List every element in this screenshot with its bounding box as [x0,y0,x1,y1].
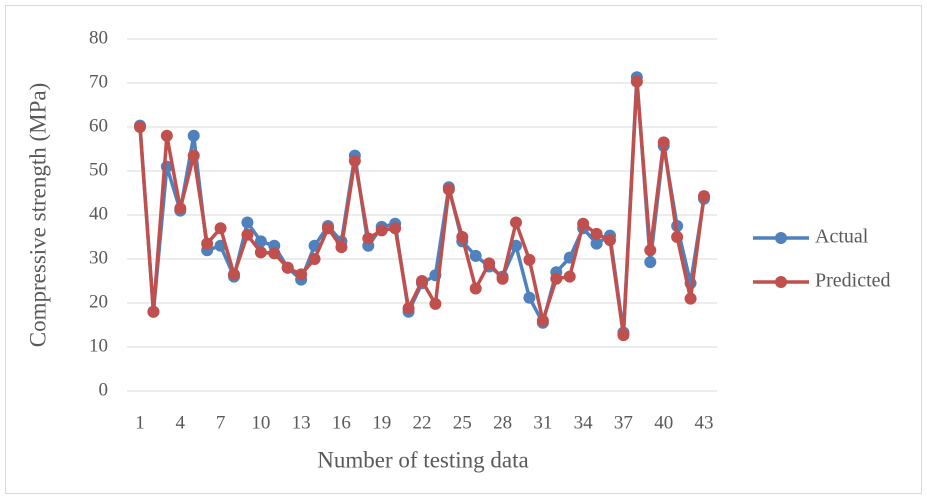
x-tick-label: 1 [135,412,145,433]
data-point [147,305,160,318]
data-point [698,190,710,203]
data-point [536,314,549,327]
x-tick-label: 31 [533,412,552,433]
x-tick-label: 40 [654,412,673,433]
data-point [348,154,361,167]
data-point [228,268,240,281]
data-point [416,275,428,287]
x-tick-label: 16 [332,412,351,433]
data-point [644,244,657,257]
y-tick-label: 70 [89,71,108,92]
x-tick-label: 25 [453,412,472,433]
x-tick-label: 13 [292,412,311,433]
x-axis-label: Number of testing data [317,447,528,472]
legend-marker [775,232,787,244]
data-point [160,129,173,142]
y-tick-label: 60 [89,115,108,136]
y-axis-label: Compressive strength (MPa) [25,83,50,347]
data-point [684,292,697,305]
y-tick-label: 80 [89,27,108,48]
data-point [630,75,643,88]
data-point [429,297,442,310]
data-point [563,270,576,283]
data-point [187,149,200,162]
data-point [523,253,536,266]
data-point [322,222,334,235]
data-point [214,222,227,235]
data-point [375,224,388,237]
data-point [335,241,348,254]
data-point [254,235,267,248]
y-tick-label: 30 [89,247,108,268]
legend-marker [775,276,787,288]
x-tick-label: 7 [216,412,226,433]
data-point [134,121,146,133]
x-tick-label: 28 [493,412,512,433]
data-point [174,202,187,215]
data-point [671,231,684,243]
data-point [402,302,415,315]
data-point [456,231,469,243]
data-point [389,222,402,235]
y-tick-label: 20 [89,291,108,312]
data-point [644,256,657,269]
data-point [201,237,214,250]
data-point [510,239,522,252]
x-tick-label: 10 [251,412,270,433]
data-point [187,129,200,142]
y-tick-label: 0 [99,379,109,400]
data-point [590,227,603,240]
x-tick-label: 22 [413,412,432,433]
x-tick-label: 34 [574,412,594,433]
data-point [241,216,254,229]
data-point [442,183,455,196]
data-point [483,257,496,270]
y-tick-label: 40 [89,203,108,224]
x-tick-label: 19 [372,412,391,433]
data-point [523,291,536,304]
data-point [604,234,616,247]
data-point [241,228,254,241]
x-tick-label: 43 [695,412,714,433]
x-tick-label: 4 [176,412,186,433]
y-tick-label: 50 [89,159,108,180]
data-point [295,268,308,281]
data-point [469,282,482,295]
data-point [281,261,294,274]
x-tick-label: 37 [614,412,633,433]
legend-label: Predicted [815,270,891,292]
data-point [308,253,321,265]
data-point [469,249,482,262]
data-point [510,216,522,229]
y-tick-label: 10 [89,335,108,356]
data-point [577,217,590,230]
data-point [362,232,375,245]
data-point [254,246,267,259]
data-point [590,237,603,250]
data-point [496,272,509,285]
data-point [550,272,563,285]
data-point [617,329,630,342]
data-point [657,136,670,149]
data-point [268,247,281,260]
legend-label: Actual [815,226,869,248]
